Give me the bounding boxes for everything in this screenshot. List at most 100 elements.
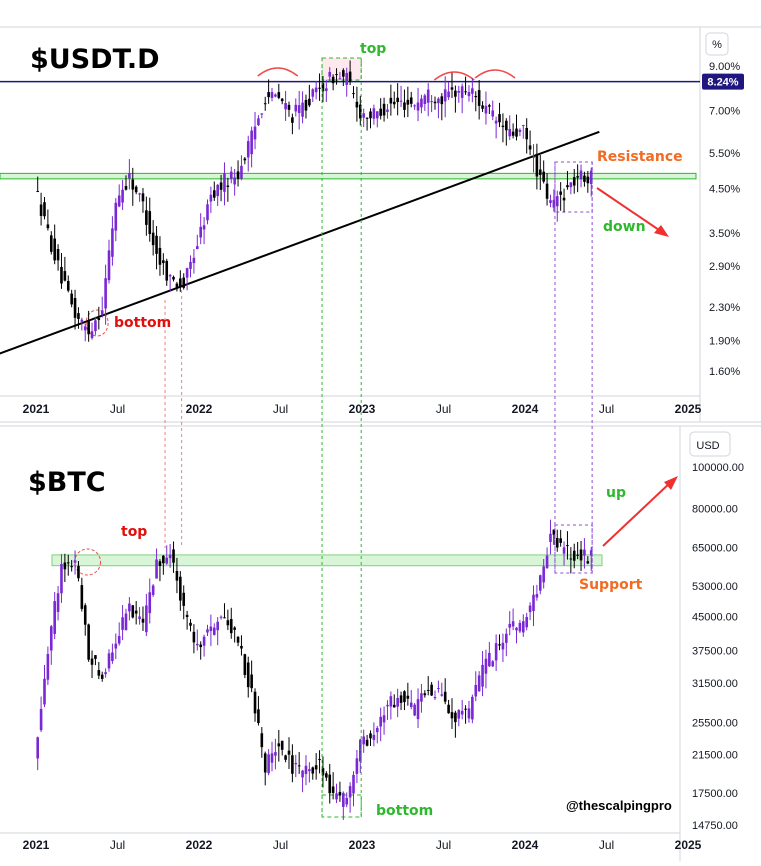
btc-candle: [216, 621, 219, 631]
btc-candle: [433, 697, 437, 699]
usdtd-candle: [498, 114, 501, 123]
usdtd-candle: [182, 277, 186, 288]
btc-candle: [562, 547, 566, 554]
usdtd-candle: [369, 111, 372, 119]
btc-candle: [501, 642, 505, 650]
usdtd-candle: [477, 90, 481, 106]
btc-candle: [277, 743, 281, 747]
usdtd-candle: [284, 102, 287, 110]
usdtd-candle: [219, 182, 223, 190]
btc-candle: [569, 558, 573, 560]
btc-candle: [243, 654, 247, 675]
usdtd-candle: [294, 104, 298, 112]
usdtd-candle: [392, 101, 396, 105]
btc-candles: [36, 519, 593, 820]
btc-price-tick: 21500.00: [692, 750, 738, 762]
btc-candle: [168, 554, 172, 559]
btc-candle: [63, 562, 67, 570]
btc-candle: [576, 554, 579, 556]
usdtd-candle: [454, 90, 457, 97]
currency-unit-button[interactable]: [689, 431, 731, 457]
usdtd-candle: [430, 101, 433, 103]
usdtd-candle: [100, 310, 104, 315]
btc-candle: [175, 571, 179, 581]
usdtd-candle: [124, 186, 128, 190]
annotation-resistance: Resistance: [597, 149, 683, 165]
btc-candle: [382, 715, 386, 723]
percent-scale-button[interactable]: [705, 32, 729, 56]
btc-candle: [375, 727, 379, 733]
btc-candle: [399, 695, 403, 703]
btc-candle: [447, 704, 450, 714]
usdtd-candle: [471, 88, 474, 94]
btc-candle: [114, 643, 118, 649]
btc-candle: [246, 662, 250, 688]
usdtd-candle: [488, 105, 491, 107]
usdtd-time-tick: 2022: [186, 402, 213, 416]
usdtd-candle: [311, 89, 315, 97]
usdtd-candle: [155, 235, 158, 254]
usdtd-time-tick: Jul: [599, 402, 614, 416]
usdtd-candle: [538, 169, 542, 175]
usdtd-candle: [199, 226, 202, 238]
btc-candle: [131, 605, 135, 618]
btc-candle: [134, 610, 138, 614]
btc-candle: [331, 786, 335, 793]
usdtd-candle: [114, 202, 118, 231]
usdtd-candle: [277, 92, 281, 98]
usdtd-candle: [515, 128, 518, 137]
btc-time-tick: 2025: [675, 838, 702, 852]
usdtd-candle: [352, 93, 355, 95]
usdtd-price-tick: 5.50%: [709, 148, 740, 160]
btc-candle: [196, 643, 199, 646]
usdtd-candle: [467, 92, 471, 97]
watermark: @thescalpingpro: [566, 798, 672, 813]
btc-candle: [518, 622, 522, 632]
btc-candle: [515, 627, 518, 631]
usdtd-candle: [386, 109, 389, 112]
usdtd-candle: [168, 275, 172, 277]
btc-candle: [586, 561, 590, 564]
btc-candle: [250, 674, 253, 689]
usdtd-candle: [379, 108, 382, 116]
btc-candle: [151, 585, 155, 595]
usdtd-candle: [518, 129, 522, 132]
usdtd-candle: [158, 247, 162, 265]
usdtd-candle: [589, 170, 593, 185]
annotation-bottom-btc: bottom: [376, 803, 433, 819]
btc-title: $BTC: [28, 467, 106, 498]
btc-candle: [284, 755, 287, 760]
btc-candle: [94, 655, 97, 659]
usdtd-time-tick: 2024: [512, 402, 539, 416]
usdtd-candle: [70, 293, 73, 305]
usdtd-candle: [87, 320, 90, 335]
btc-price-tick: 45000.00: [692, 611, 738, 623]
btc-candle: [257, 709, 260, 724]
usdtd-candle: [457, 90, 461, 93]
usdtd-candle: [121, 189, 124, 203]
btc-candle: [117, 636, 121, 644]
annotation-top-usdtd: top: [360, 41, 386, 57]
btc-time-tick: Jul: [110, 838, 125, 852]
usdtd-candle: [338, 78, 342, 80]
btc-candle: [311, 767, 315, 774]
btc-candle: [80, 585, 84, 609]
btc-candle: [491, 661, 495, 667]
usdtd-candle: [274, 94, 277, 97]
btc-candle: [440, 694, 444, 696]
usdtd-candle: [233, 177, 236, 185]
usdtd-candle: [77, 313, 80, 319]
btc-candle: [498, 644, 501, 646]
usdtd-candle: [46, 224, 50, 229]
usdtd-candle: [291, 117, 294, 123]
usdtd-candle: [107, 250, 111, 281]
usdtd-time-tick: 2023: [349, 402, 376, 416]
btc-candle: [206, 629, 209, 633]
usdtd-price-tick: 1.90%: [709, 336, 740, 348]
btc-candle: [182, 592, 186, 606]
usdtd-candle: [162, 260, 165, 264]
btc-candle: [437, 688, 440, 690]
axis-ticks: 9.00% 7.00% 5.50% 4.50% 3.50% 2.90% 2.30% 1.90%…: [23, 61, 744, 852]
btc-candle: [488, 652, 491, 667]
